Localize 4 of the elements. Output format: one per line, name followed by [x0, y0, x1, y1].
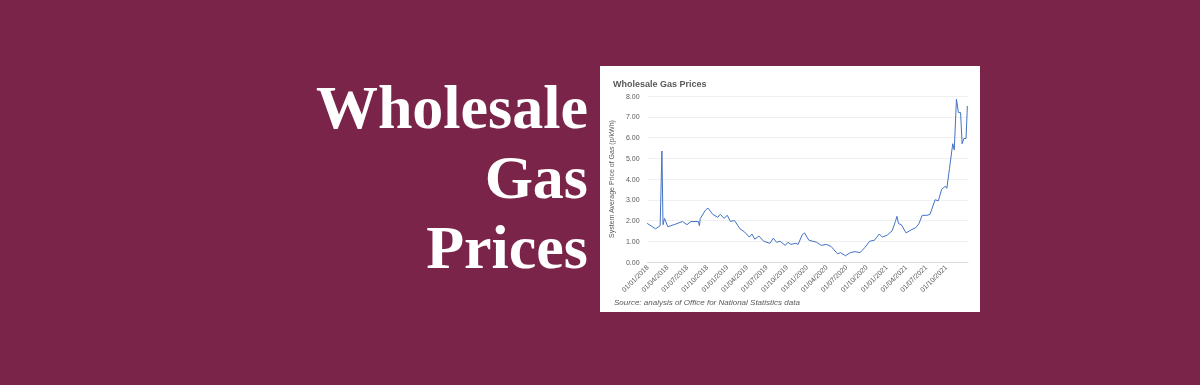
text: Wholesale Gas Prices	[315, 72, 588, 282]
source-note: Source: analysis of Office for National Statistics data	[614, 297, 801, 307]
chart-title: Wholesale Gas Prices	[613, 78, 707, 89]
line-series	[647, 98, 968, 257]
